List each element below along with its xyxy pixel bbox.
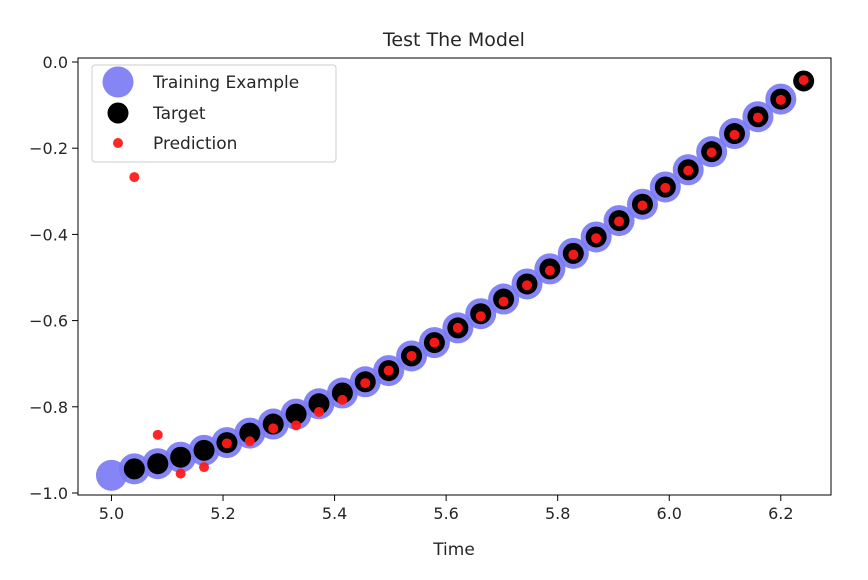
data-point — [406, 350, 417, 361]
data-point — [193, 439, 215, 461]
x-tick-label: 6.2 — [768, 504, 793, 523]
data-point — [268, 423, 279, 434]
y-tick-label: −0.4 — [29, 225, 68, 244]
data-point — [522, 280, 533, 291]
data-point — [591, 233, 602, 244]
data-point — [244, 436, 255, 447]
data-point — [152, 429, 163, 440]
data-point — [123, 458, 145, 480]
legend-box — [91, 64, 337, 163]
legend-label: Prediction — [153, 134, 237, 154]
data-point — [568, 249, 579, 260]
x-axis-label: Time — [432, 540, 475, 560]
legend: Training Example Target Prediction — [91, 64, 337, 163]
y-tick-label: −0.6 — [29, 312, 68, 331]
y-tick-label: 0.0 — [43, 53, 68, 72]
data-point — [199, 462, 210, 473]
axes: 5.0 5.2 5.4 5.6 5.8 6.0 6.2 0.0 −0.2 −0.4 −0.6 −0.8… — [29, 53, 793, 523]
data-point — [798, 75, 809, 86]
x-tick-label: 5.6 — [433, 504, 458, 523]
data-point — [614, 216, 625, 227]
data-point — [683, 165, 694, 176]
data-point — [775, 94, 786, 105]
y-tick-label: −0.8 — [29, 398, 68, 417]
plot-marks — [95, 70, 815, 491]
legend-marker — [107, 102, 129, 124]
plot-frame — [77, 57, 832, 496]
data-point — [147, 453, 169, 475]
x-tick-label: 6.0 — [657, 504, 682, 523]
chart-title: Test The Model — [382, 29, 525, 51]
x-tick-label: 5.2 — [210, 504, 235, 523]
data-point — [498, 296, 509, 307]
data-point — [129, 172, 140, 183]
series-2 — [129, 75, 809, 479]
data-point — [239, 422, 261, 444]
data-point — [331, 382, 353, 404]
data-point — [383, 365, 394, 376]
x-tick-label: 5.8 — [545, 504, 570, 523]
data-point — [285, 403, 307, 425]
data-point — [429, 337, 440, 348]
legend-marker — [113, 138, 123, 148]
x-tick-label: 5.4 — [322, 504, 347, 523]
data-point — [308, 393, 330, 415]
y-tick-label: −0.2 — [29, 139, 68, 158]
data-point — [475, 311, 486, 322]
data-point — [544, 265, 555, 276]
data-point — [337, 394, 348, 405]
data-point — [752, 112, 763, 123]
data-point — [313, 406, 324, 417]
legend-marker — [102, 66, 134, 98]
data-point — [221, 438, 232, 449]
data-point — [706, 147, 717, 158]
data-point — [637, 200, 648, 211]
data-point — [360, 378, 371, 389]
data-point — [729, 129, 740, 140]
data-point — [452, 322, 463, 333]
data-point — [291, 420, 302, 431]
y-tick-label: −1.0 — [29, 484, 68, 503]
data-point — [660, 182, 671, 193]
data-point — [175, 468, 186, 479]
legend-label: Target — [152, 104, 206, 124]
legend-label: Training Example — [152, 73, 299, 93]
data-point — [170, 446, 192, 468]
x-tick-label: 5.0 — [99, 504, 124, 523]
